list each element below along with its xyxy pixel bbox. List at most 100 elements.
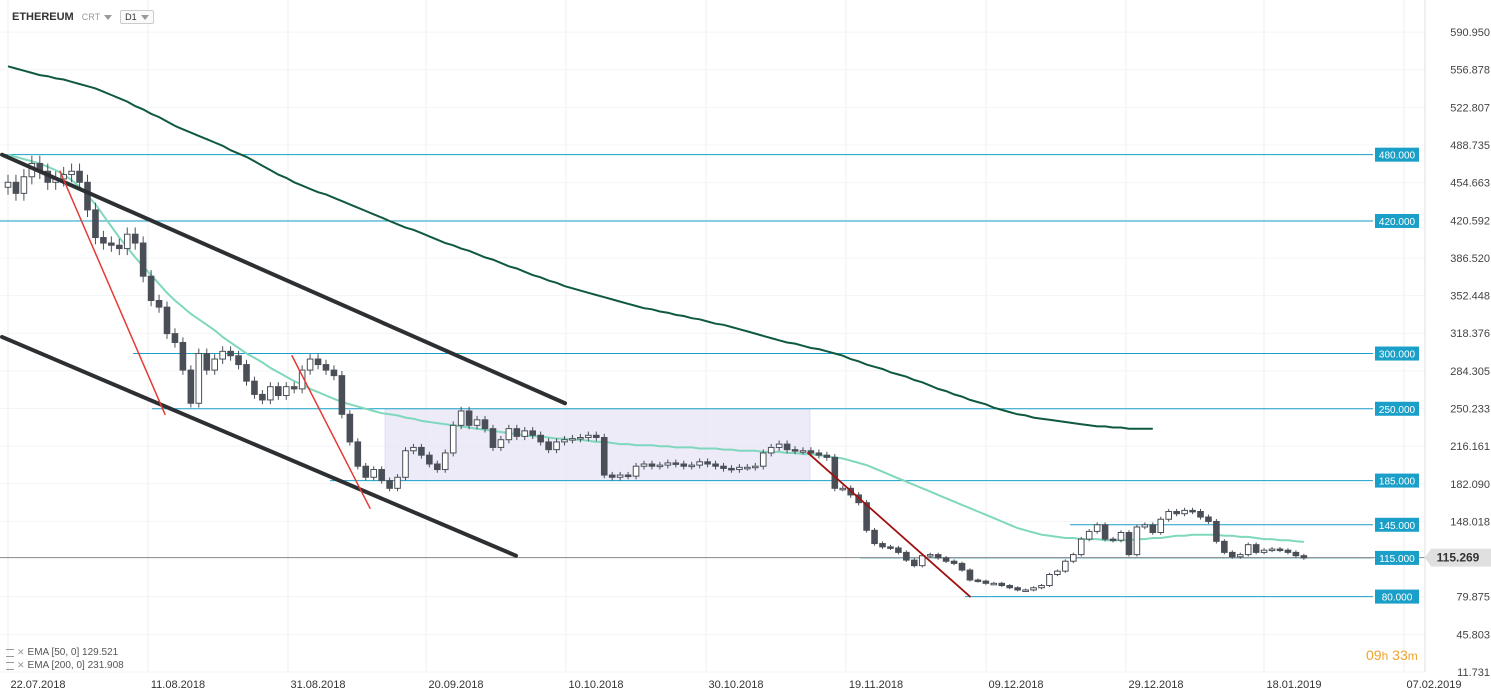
x-tick-label: 07.02.2019 bbox=[1406, 679, 1461, 691]
candle-body bbox=[378, 469, 385, 482]
trend-line-dark-red[interactable] bbox=[807, 452, 971, 598]
candle-body bbox=[116, 244, 123, 250]
x-axis: 22.07.2018 11.08.2018 31.08.2018 20.09.2018… bbox=[10, 679, 1461, 691]
candle-body bbox=[767, 446, 775, 454]
candle-body bbox=[823, 454, 831, 458]
candle-body bbox=[1252, 544, 1260, 553]
symbol-label[interactable]: ETHEREUM bbox=[12, 11, 74, 23]
candle-body bbox=[1141, 524, 1149, 528]
candle-body bbox=[1101, 524, 1109, 540]
candle-body bbox=[926, 554, 934, 557]
candle-body bbox=[1117, 532, 1125, 541]
candle-body bbox=[338, 375, 346, 415]
candle-body bbox=[426, 454, 433, 465]
trendlines[interactable] bbox=[0, 152, 971, 598]
level-tag bbox=[1375, 346, 1419, 361]
timeframe-select[interactable]: D1 bbox=[120, 10, 154, 24]
y-tick-label: 284.305 bbox=[1450, 366, 1490, 378]
candle-body bbox=[839, 487, 847, 491]
candle-body bbox=[12, 181, 20, 194]
horizontal-levels[interactable] bbox=[0, 154, 1425, 598]
candle-body bbox=[155, 299, 163, 308]
channel-upper-line[interactable] bbox=[0, 152, 567, 406]
chart-type-select[interactable]: CRT bbox=[81, 12, 113, 22]
candle-body bbox=[394, 476, 401, 489]
candle-body bbox=[259, 393, 266, 401]
y-tick-label: 420.592 bbox=[1450, 215, 1490, 227]
candle-body bbox=[235, 355, 242, 366]
indicator-legend: ✕ EMA [50, 0] 129.521 ✕ EMA [200, 0] 231… bbox=[6, 646, 124, 672]
candle-body bbox=[1229, 551, 1236, 558]
candle-body bbox=[791, 449, 799, 452]
candle-body bbox=[903, 551, 910, 561]
candle-body bbox=[918, 555, 926, 567]
x-tick-label: 20.09.2018 bbox=[428, 679, 483, 691]
y-tick-label: 352.448 bbox=[1450, 291, 1490, 303]
candle-body bbox=[783, 443, 791, 451]
candle-body bbox=[752, 465, 759, 469]
trend-line-red[interactable] bbox=[59, 170, 166, 416]
chart-toolbar: ETHEREUM CRT D1 bbox=[12, 10, 154, 24]
candle-body bbox=[863, 502, 870, 531]
channel-lower-line[interactable] bbox=[0, 334, 518, 558]
settings-icon[interactable] bbox=[6, 661, 14, 670]
close-icon[interactable]: ✕ bbox=[17, 647, 25, 657]
candle-body bbox=[1085, 530, 1093, 540]
y-tick-label: 318.376 bbox=[1450, 328, 1490, 340]
candle-body bbox=[632, 465, 640, 477]
candle-body bbox=[775, 443, 783, 448]
candle-body bbox=[608, 474, 616, 478]
close-icon[interactable]: ✕ bbox=[17, 660, 25, 670]
candle-body bbox=[640, 463, 648, 467]
candle-body bbox=[497, 439, 505, 448]
candle-body bbox=[934, 554, 942, 559]
timer-minutes: 33 bbox=[1392, 647, 1408, 663]
candle-body bbox=[1268, 548, 1276, 552]
x-tick-label: 09.12.2018 bbox=[988, 679, 1043, 691]
level-tag-label: 420.000 bbox=[1379, 217, 1416, 228]
timer-hours-unit: h bbox=[1381, 649, 1389, 663]
y-axis: 590.950 556.878 522.807 488.735 454.663 420.5… bbox=[1424, 0, 1490, 679]
legend-item-ema50[interactable]: ✕ EMA [50, 0] 129.521 bbox=[6, 646, 124, 659]
candle-body bbox=[20, 176, 28, 194]
candle-body bbox=[465, 410, 473, 426]
legend-item-ema200[interactable]: ✕ EMA [200, 0] 231.908 bbox=[6, 659, 124, 672]
candle-body bbox=[990, 582, 998, 586]
candle-body bbox=[624, 474, 632, 478]
candle-body bbox=[92, 209, 99, 239]
chevron-down-icon bbox=[140, 14, 149, 20]
candle-body bbox=[1260, 549, 1268, 553]
level-tag bbox=[1375, 473, 1419, 488]
candle-body bbox=[306, 358, 314, 371]
timer-minutes-unit: m bbox=[1407, 649, 1418, 663]
candle-body bbox=[139, 242, 147, 277]
candle-body bbox=[1213, 520, 1220, 542]
trend-line-red[interactable] bbox=[291, 354, 371, 509]
level-tag-label: 145.000 bbox=[1379, 521, 1416, 532]
candle-body bbox=[1181, 509, 1188, 515]
level-tag bbox=[1375, 147, 1419, 162]
y-tick-label: 148.018 bbox=[1450, 516, 1490, 528]
level-tag-label: 480.000 bbox=[1379, 151, 1416, 162]
candle-body bbox=[958, 562, 966, 571]
candle-body bbox=[1006, 585, 1014, 589]
candle-body bbox=[545, 441, 552, 451]
candle-body bbox=[1093, 524, 1101, 532]
candle-body bbox=[704, 461, 711, 465]
chart-type-label: CRT bbox=[81, 12, 101, 22]
y-tick-label: 488.735 bbox=[1450, 140, 1490, 152]
candle-body bbox=[887, 546, 894, 549]
candles bbox=[4, 155, 1308, 592]
candle-body bbox=[330, 369, 338, 377]
candle-body bbox=[744, 466, 751, 470]
candle-body bbox=[84, 181, 91, 211]
candle-body bbox=[879, 543, 886, 548]
settings-icon[interactable] bbox=[6, 648, 14, 657]
candle-body bbox=[585, 434, 592, 438]
candle-body bbox=[553, 441, 560, 451]
x-tick-label: 31.08.2018 bbox=[290, 679, 345, 691]
candle-body bbox=[950, 560, 958, 564]
candle-body bbox=[1125, 532, 1133, 556]
level-tag bbox=[1375, 550, 1419, 565]
